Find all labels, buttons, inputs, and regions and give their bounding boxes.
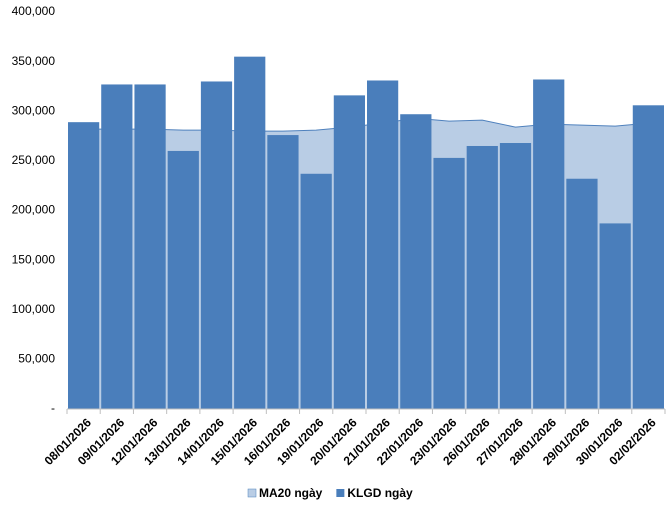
y-tick-label: 200,000 <box>12 203 56 217</box>
legend-swatch <box>336 489 345 497</box>
bar <box>400 114 432 409</box>
y-tick-label: 350,000 <box>12 54 56 68</box>
bar <box>533 79 565 410</box>
y-tick-label: - <box>51 401 55 415</box>
y-tick-label: 100,000 <box>12 302 56 316</box>
bar <box>200 81 233 409</box>
bar <box>566 178 598 409</box>
bar <box>101 84 133 409</box>
bar <box>234 56 266 409</box>
bar <box>499 143 532 409</box>
y-tick-label: 300,000 <box>12 103 56 117</box>
legend-label: KLGD ngày <box>347 486 413 500</box>
y-tick-label: 400,000 <box>12 4 56 18</box>
y-tick-label: 250,000 <box>12 153 56 167</box>
bar <box>466 145 498 410</box>
bar <box>300 173 332 409</box>
bar <box>599 223 631 409</box>
bar <box>367 80 399 410</box>
bar <box>134 84 166 409</box>
bar <box>433 157 465 409</box>
legend-label: MA20 ngày <box>259 486 323 500</box>
bar <box>68 122 100 409</box>
y-tick-label: 50,000 <box>18 352 55 366</box>
bar <box>333 95 365 410</box>
bar <box>167 150 199 409</box>
legend-swatch <box>247 488 257 498</box>
y-tick-label: 150,000 <box>12 252 56 266</box>
bar <box>632 105 664 410</box>
bar <box>267 135 299 409</box>
